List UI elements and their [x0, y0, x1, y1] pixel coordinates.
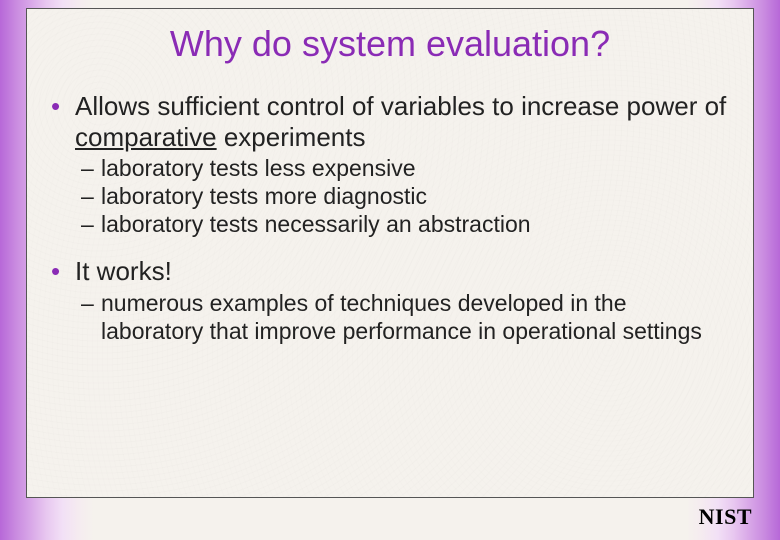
bullet-text-underlined: comparative — [75, 122, 217, 152]
bullet-text-post: experiments — [217, 122, 366, 152]
sub-bullet-item: numerous examples of techniques develope… — [81, 289, 735, 345]
slide-frame: Why do system evaluation? Allows suffici… — [26, 8, 754, 498]
footer-logo: NIST — [699, 504, 752, 530]
slide-title: Why do system evaluation? — [45, 23, 735, 65]
sub-bullet-group: numerous examples of techniques develope… — [45, 289, 735, 345]
sub-bullet-item: laboratory tests less expensive — [81, 154, 735, 182]
bullet-item: It works! — [51, 256, 735, 287]
sub-bullet-group: laboratory tests less expensive laborato… — [45, 154, 735, 238]
sub-bullet-item: laboratory tests more diagnostic — [81, 182, 735, 210]
sub-bullet-item: laboratory tests necessarily an abstract… — [81, 210, 735, 238]
bullet-item: Allows sufficient control of variables t… — [51, 91, 735, 152]
bullet-text-pre: It works! — [75, 256, 172, 286]
bullet-text-pre: Allows sufficient control of variables t… — [75, 91, 726, 121]
